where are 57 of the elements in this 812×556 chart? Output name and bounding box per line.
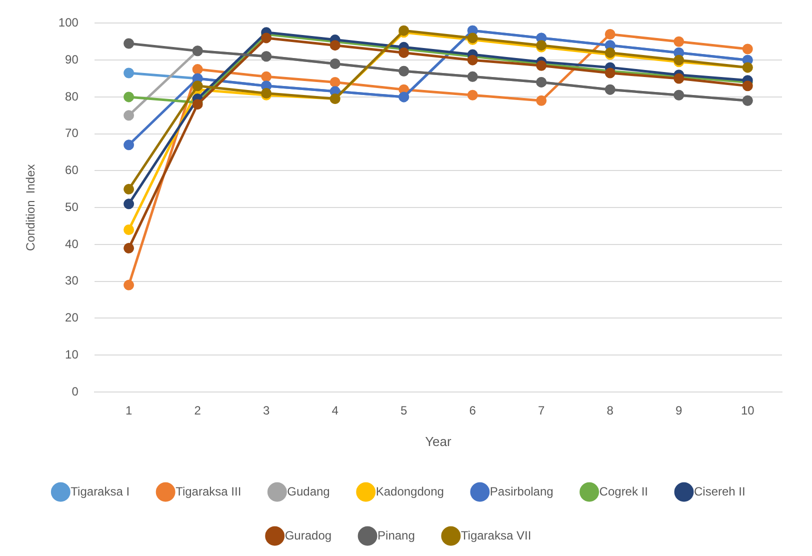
legend-label: Guradog (284, 528, 332, 542)
y-axis-title: Condition Index (24, 164, 38, 251)
legend-label: Tigaraksa I (70, 484, 130, 498)
x-tick-label: 2 (194, 404, 202, 418)
legend-label: Cogrek II (599, 484, 648, 498)
legend-label: Pinang (378, 528, 415, 542)
point (124, 184, 134, 194)
y-tick-label: 40 (65, 236, 79, 251)
y-tick-label: 0 (72, 384, 79, 398)
x-tick-label: 9 (676, 404, 683, 418)
legend-label: Kadongdong (376, 484, 444, 498)
point (124, 198, 134, 210)
y-tick-label: 100 (58, 16, 79, 30)
point (124, 110, 134, 121)
x-tick-label: 10 (740, 404, 755, 418)
y-tick-label: 20 (65, 310, 79, 325)
x-tick-label: 8 (606, 404, 614, 418)
x-tick-label: 6 (469, 404, 476, 418)
y-tick-label: 70 (65, 126, 79, 140)
point (536, 95, 547, 106)
point (124, 224, 134, 235)
point (124, 68, 134, 78)
legend-label: Tigaraksa VII (460, 528, 532, 542)
y-tick-label: 90 (65, 52, 79, 66)
y-tick-label: 50 (65, 200, 79, 214)
point (124, 280, 134, 290)
point (330, 40, 340, 51)
point (124, 38, 134, 49)
point (192, 80, 203, 92)
point (604, 29, 616, 40)
x-tick-label: 3 (262, 404, 270, 418)
point (124, 242, 134, 254)
x-tick-label: 7 (538, 404, 546, 418)
point (261, 71, 272, 82)
x-tick-label: 4 (332, 404, 339, 418)
point (467, 90, 478, 100)
point (742, 80, 753, 92)
point (124, 92, 134, 102)
x-axis-title: Year (425, 434, 452, 449)
point (742, 44, 753, 54)
point (192, 64, 203, 75)
legend-label: Cisereh II (694, 484, 746, 498)
legend-label: Pasirbolang (490, 484, 554, 498)
legend-label: Tigaraksa III (176, 484, 242, 498)
point (467, 54, 478, 66)
point (261, 32, 272, 44)
y-tick-label: 80 (65, 89, 79, 104)
y-tick-label: 30 (65, 274, 79, 288)
y-tick-label: 60 (65, 163, 79, 178)
point (330, 76, 340, 88)
x-tick-label: 1 (125, 404, 132, 418)
y-tick-label: 10 (65, 347, 79, 362)
point (124, 140, 134, 150)
point (398, 47, 410, 58)
x-tick-label: 5 (400, 404, 408, 418)
legend-label: Gudang (287, 484, 330, 498)
point (674, 36, 684, 47)
